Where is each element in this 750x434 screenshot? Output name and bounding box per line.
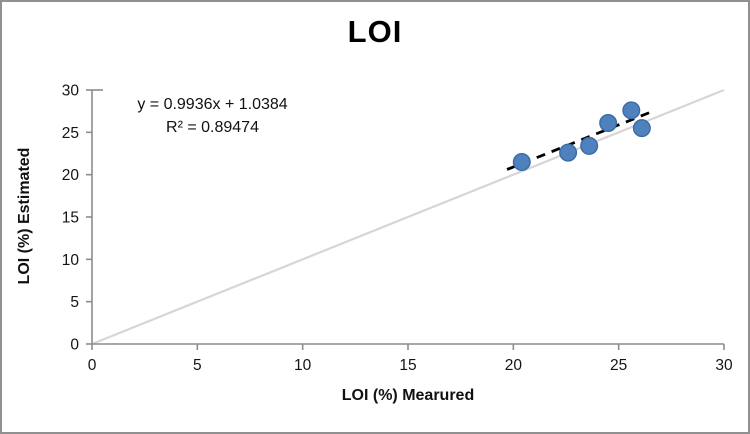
x-tick-label: 10 xyxy=(294,357,312,374)
x-tick-label: 25 xyxy=(610,357,627,374)
y-tick-label: 5 xyxy=(70,294,79,311)
equation-text: y = 0.9936x + 1.0384 xyxy=(137,96,288,113)
trendline-equation-annotation: y = 0.9936x + 1.0384 R² = 0.89474 xyxy=(110,93,315,139)
x-tick-label: 0 xyxy=(88,357,97,374)
data-point xyxy=(599,114,618,133)
data-point xyxy=(512,152,531,171)
r-squared-text: R² = 0.89474 xyxy=(166,119,259,136)
y-tick-label: 10 xyxy=(62,252,80,269)
x-tick-label: 5 xyxy=(193,357,202,374)
x-axis-title: LOI (%) Mearured xyxy=(341,387,475,404)
y-tick-label: 0 xyxy=(70,337,79,354)
x-tick-label: 20 xyxy=(505,357,523,374)
trendline-dashed xyxy=(506,109,655,171)
x-tick-label: 15 xyxy=(399,357,416,374)
data-point xyxy=(559,143,578,162)
y-tick-label: 15 xyxy=(62,210,79,227)
identity-reference-line xyxy=(91,88,725,346)
y-tick-label: 20 xyxy=(62,167,80,184)
data-point xyxy=(622,101,641,120)
chart-title: LOI xyxy=(347,14,403,49)
y-tick-label: 25 xyxy=(62,125,79,142)
y-tick-label: 30 xyxy=(62,83,80,100)
x-tick-label: 30 xyxy=(715,357,733,374)
data-point xyxy=(580,136,599,155)
data-point xyxy=(632,119,651,138)
